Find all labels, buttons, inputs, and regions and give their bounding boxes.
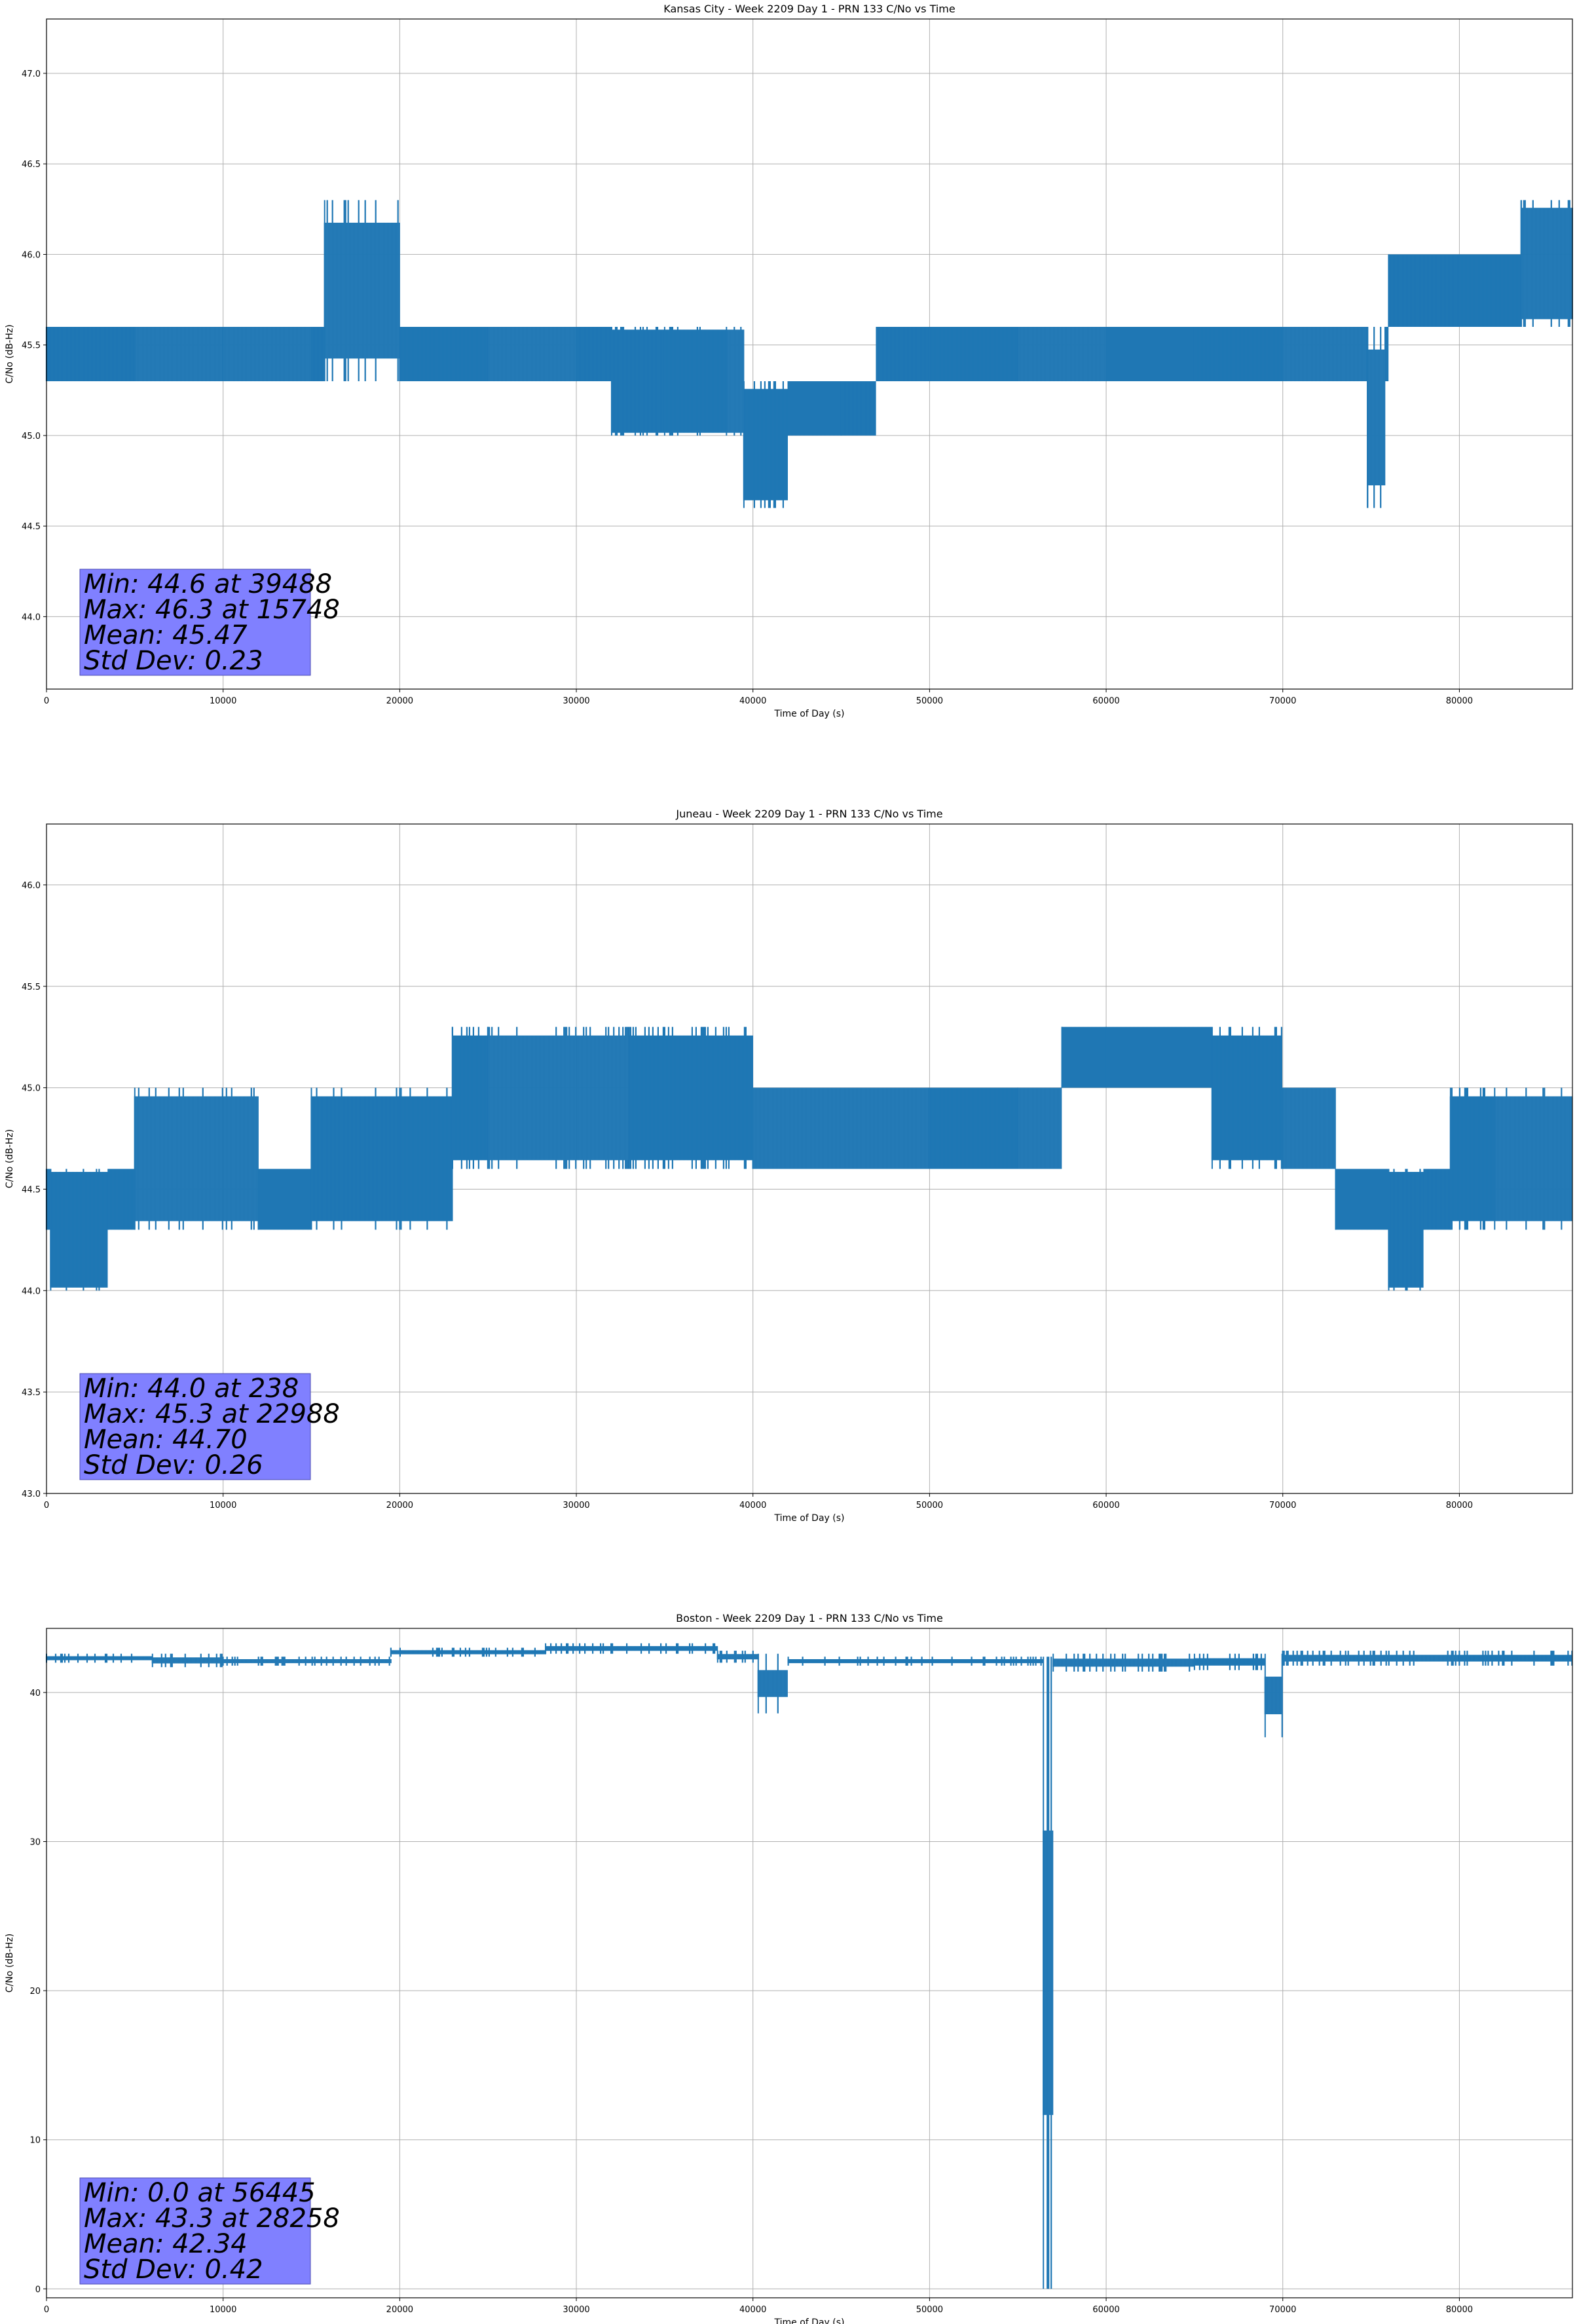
x-tick-label: 80000: [1446, 1501, 1473, 1510]
stats-line: Std Dev: 0.42: [84, 2255, 263, 2285]
x-tick-label: 40000: [739, 696, 766, 706]
chart-title: Boston - Week 2209 Day 1 - PRN 133 C/No …: [676, 1612, 943, 1624]
plot-frame: [46, 1628, 1573, 2298]
y-tick-label: 45.0: [22, 1084, 41, 1094]
stats-box-background: [79, 2177, 311, 2285]
stats-line: Max: 45.3 at 22988: [84, 1399, 340, 1429]
stats-line: Mean: 45.47: [84, 620, 248, 650]
y-tick-label: 46.0: [22, 250, 41, 260]
plot-frame: [46, 823, 1573, 1494]
y-tick-label: 20: [29, 1987, 41, 1996]
x-tick-label: 70000: [1269, 696, 1296, 706]
y-tick-label: 44.5: [22, 1185, 41, 1195]
y-axis-label: C/No (dB-Hz): [5, 324, 15, 383]
stats-line: Std Dev: 0.23: [84, 646, 263, 676]
y-tick-label: 45.0: [22, 432, 41, 441]
x-tick-label: 10000: [210, 1501, 236, 1510]
y-tick-label: 44.0: [22, 1286, 41, 1296]
series-line: [45, 200, 1573, 508]
x-tick-label: 60000: [1092, 696, 1119, 706]
y-tick-label: 46.0: [22, 881, 41, 891]
stats-box-background: [79, 569, 311, 676]
x-tick-label: 0: [44, 1501, 49, 1510]
x-tick-label: 10000: [210, 696, 236, 706]
x-tick-label: 20000: [386, 2305, 413, 2315]
stats-line: Mean: 42.34: [84, 2229, 248, 2259]
x-tick-label: 30000: [563, 696, 589, 706]
chart-panel-3: Boston - Week 2209 Day 1 - PRN 133 C/No …: [5, 1612, 1573, 2324]
y-tick-label: 43.5: [22, 1388, 41, 1398]
y-tick-label: 47.0: [22, 69, 41, 79]
x-tick-label: 50000: [916, 1501, 943, 1510]
x-axis-label: Time of Day (s): [774, 2317, 845, 2324]
x-tick-label: 70000: [1269, 1501, 1296, 1510]
stats-line: Min: 0.0 at 56445: [84, 2178, 316, 2208]
x-tick-label: 50000: [916, 2305, 943, 2315]
y-tick-label: 10: [29, 2136, 41, 2146]
stats-line: Max: 46.3 at 15748: [84, 595, 340, 625]
stats-line: Min: 44.0 at 238: [84, 1374, 299, 1404]
x-tick-label: 60000: [1092, 2305, 1119, 2315]
x-axis-label: Time of Day (s): [774, 1513, 845, 1524]
y-tick-label: 0: [35, 2285, 41, 2295]
y-tick-label: 30: [29, 1837, 41, 1847]
x-tick-label: 10000: [210, 2305, 236, 2315]
y-tick-label: 43.0: [22, 1490, 41, 1499]
chart-title: Kansas City - Week 2209 Day 1 - PRN 133 …: [663, 3, 955, 15]
x-tick-label: 50000: [916, 696, 943, 706]
stats-line: Max: 43.3 at 28258: [84, 2203, 340, 2234]
x-tick-label: 40000: [739, 1501, 766, 1510]
chart-panel-1: Kansas City - Week 2209 Day 1 - PRN 133 …: [5, 3, 1573, 719]
chart-panel-2: Juneau - Week 2209 Day 1 - PRN 133 C/No …: [5, 808, 1573, 1524]
plot-frame: [46, 18, 1573, 690]
x-tick-label: 30000: [563, 1501, 589, 1510]
y-tick-label: 45.5: [22, 983, 41, 992]
y-tick-label: 46.5: [22, 160, 41, 170]
x-tick-label: 0: [44, 696, 49, 706]
x-tick-label: 30000: [563, 2305, 589, 2315]
stats-line: Std Dev: 0.26: [84, 1450, 263, 1480]
series-line: [45, 1643, 1573, 2289]
y-tick-label: 44.5: [22, 522, 41, 532]
x-axis-label: Time of Day (s): [774, 709, 845, 719]
x-tick-label: 80000: [1446, 2305, 1473, 2315]
y-axis-label: C/No (dB-Hz): [5, 1934, 15, 1993]
x-tick-label: 20000: [386, 1501, 413, 1510]
y-axis-label: C/No (dB-Hz): [5, 1129, 15, 1188]
x-tick-label: 70000: [1269, 2305, 1296, 2315]
x-tick-label: 20000: [386, 696, 413, 706]
y-tick-label: 45.5: [22, 341, 41, 351]
x-tick-label: 0: [44, 2305, 49, 2315]
stats-box-background: [79, 1373, 311, 1480]
y-tick-label: 44.0: [22, 612, 41, 622]
x-tick-label: 80000: [1446, 696, 1473, 706]
chart-title: Juneau - Week 2209 Day 1 - PRN 133 C/No …: [675, 808, 942, 820]
stats-line: Min: 44.6 at 39488: [84, 569, 332, 599]
x-tick-label: 60000: [1092, 1501, 1119, 1510]
stats-line: Mean: 44.70: [84, 1425, 248, 1455]
y-tick-label: 40: [29, 1689, 41, 1698]
x-tick-label: 40000: [739, 2305, 766, 2315]
series-line: [45, 1026, 1573, 1291]
